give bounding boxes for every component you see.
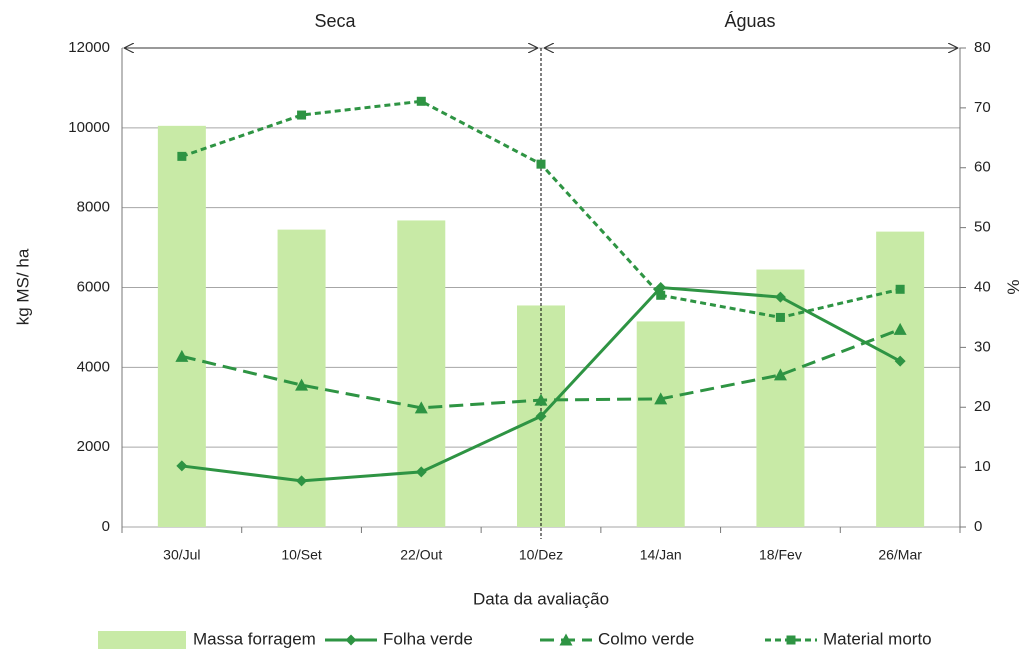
x-tick-label: 10/Set bbox=[281, 547, 322, 563]
x-tick-label: 14/Jan bbox=[640, 547, 682, 563]
y2-tick-label: 40 bbox=[974, 278, 991, 295]
y2-tick-label: 70 bbox=[974, 99, 991, 116]
y2-tick-label: 0 bbox=[974, 518, 982, 535]
point bbox=[895, 284, 905, 294]
x-tick-label: 30/Jul bbox=[163, 547, 200, 563]
point bbox=[559, 633, 573, 646]
x-tick-label: 26/Mar bbox=[878, 547, 922, 563]
point bbox=[296, 475, 308, 487]
y-tick-label: 8000 bbox=[77, 199, 110, 216]
point bbox=[893, 322, 907, 335]
point bbox=[654, 392, 668, 405]
point bbox=[786, 635, 796, 645]
legend-label: Massa forragem bbox=[193, 629, 316, 648]
point bbox=[534, 393, 548, 406]
point bbox=[536, 159, 546, 169]
y-tick-label: 4000 bbox=[77, 358, 110, 375]
x-tick-label: 10/Dez bbox=[519, 547, 563, 563]
point bbox=[656, 290, 666, 300]
point bbox=[297, 110, 307, 120]
bar bbox=[756, 269, 805, 527]
point bbox=[176, 460, 188, 472]
legend-label: Folha verde bbox=[383, 629, 473, 648]
bars bbox=[157, 125, 925, 528]
point bbox=[295, 378, 309, 391]
point bbox=[345, 634, 357, 646]
y-tick-label: 0 bbox=[102, 518, 110, 535]
y-tick-label: 10000 bbox=[68, 119, 110, 136]
y-axis-label: kg MS/ ha bbox=[13, 248, 32, 325]
y2-tick-label: 60 bbox=[974, 159, 991, 176]
bar bbox=[157, 125, 206, 528]
y2-tick-label: 80 bbox=[974, 39, 991, 56]
y2-tick-label: 20 bbox=[974, 398, 991, 415]
x-tick-label: 22/Out bbox=[400, 547, 442, 563]
point bbox=[894, 355, 906, 367]
point bbox=[177, 151, 187, 161]
bar bbox=[397, 220, 446, 527]
y-tick-label: 2000 bbox=[77, 438, 110, 455]
x-tick-label: 18/Fev bbox=[759, 547, 802, 563]
point bbox=[175, 349, 189, 362]
legend-label: Material morto bbox=[823, 629, 932, 648]
point bbox=[775, 312, 785, 322]
bar bbox=[636, 321, 685, 527]
bar bbox=[876, 231, 925, 527]
y2-tick-label: 30 bbox=[974, 338, 991, 355]
y2-tick-label: 50 bbox=[974, 219, 991, 236]
x-axis-label: Data da avaliação bbox=[473, 589, 609, 608]
legend-label: Colmo verde bbox=[598, 629, 694, 648]
y-tick-label: 6000 bbox=[77, 278, 110, 295]
legend-swatch bbox=[98, 631, 186, 649]
annotation: Seca bbox=[314, 11, 356, 31]
point bbox=[773, 368, 787, 381]
y2-axis-label: % bbox=[1004, 279, 1023, 294]
point bbox=[535, 410, 547, 422]
point bbox=[774, 291, 786, 303]
point bbox=[415, 466, 427, 478]
y2-tick-label: 10 bbox=[974, 458, 991, 475]
point bbox=[416, 96, 426, 106]
y-tick-label: 12000 bbox=[68, 39, 110, 56]
annotation: Águas bbox=[724, 11, 775, 31]
point bbox=[414, 401, 428, 414]
